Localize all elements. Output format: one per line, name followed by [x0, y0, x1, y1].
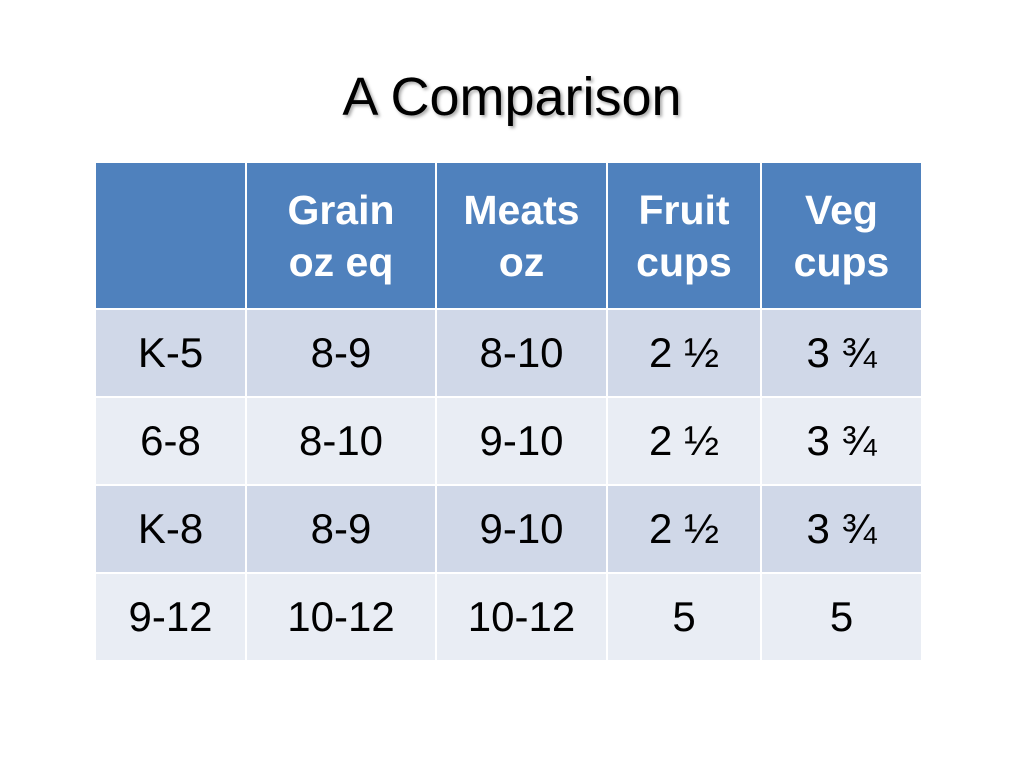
header-line-1: Veg — [805, 186, 878, 233]
table-row: K-5 8-9 8-10 2 ½ 3 ¾ — [94, 308, 923, 398]
comparison-table: Grain oz eq Meats oz Fruit cups Veg cups — [94, 161, 923, 662]
fruit-cell: 2 ½ — [606, 308, 762, 398]
header-cell-blank — [94, 161, 247, 310]
veg-cell: 3 ¾ — [760, 484, 923, 574]
header-line-1: Grain — [287, 186, 395, 233]
header-line-1: Meats — [463, 186, 580, 233]
grade-cell: 9-12 — [94, 572, 247, 662]
header-line-2: oz — [498, 238, 545, 285]
grade-cell: K-5 — [94, 308, 247, 398]
table-row: 6-8 8-10 9-10 2 ½ 3 ¾ — [94, 396, 923, 486]
header-line-2: cups — [793, 238, 890, 285]
fruit-cell: 2 ½ — [606, 396, 762, 486]
grade-cell: K-8 — [94, 484, 247, 574]
table-row: 9-12 10-12 10-12 5 5 — [94, 572, 923, 662]
header-cell-veg: Veg cups — [760, 161, 923, 310]
slide-title: A Comparison — [342, 67, 682, 127]
meats-cell: 10-12 — [435, 572, 608, 662]
veg-cell: 5 — [760, 572, 923, 662]
header-cell-fruit: Fruit cups — [606, 161, 762, 310]
header-line-2: oz eq — [288, 238, 394, 285]
table-header-row: Grain oz eq Meats oz Fruit cups Veg cups — [94, 161, 923, 310]
veg-cell: 3 ¾ — [760, 396, 923, 486]
veg-cell: 3 ¾ — [760, 308, 923, 398]
meats-cell: 8-10 — [435, 308, 608, 398]
fruit-cell: 2 ½ — [606, 484, 762, 574]
meats-cell: 9-10 — [435, 484, 608, 574]
header-cell-grain: Grain oz eq — [245, 161, 437, 310]
grain-cell: 10-12 — [245, 572, 437, 662]
header-line-1: Fruit — [638, 186, 730, 233]
grain-cell: 8-9 — [245, 308, 437, 398]
grain-cell: 8-10 — [245, 396, 437, 486]
meats-cell: 9-10 — [435, 396, 608, 486]
grade-cell: 6-8 — [94, 396, 247, 486]
grain-cell: 8-9 — [245, 484, 437, 574]
table-row: K-8 8-9 9-10 2 ½ 3 ¾ — [94, 484, 923, 574]
fruit-cell: 5 — [606, 572, 762, 662]
header-cell-meats: Meats oz — [435, 161, 608, 310]
header-line-2: cups — [636, 238, 732, 285]
